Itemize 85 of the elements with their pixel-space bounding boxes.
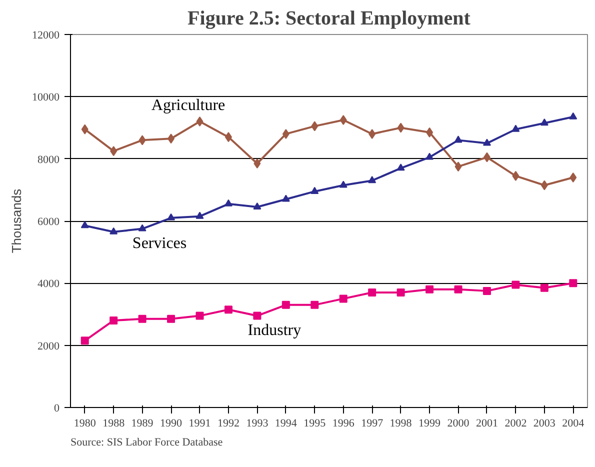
point	[540, 284, 548, 292]
x-tick-label: 2002	[504, 418, 527, 430]
point	[224, 132, 232, 142]
point	[196, 212, 204, 219]
series-label: Industry	[248, 322, 302, 340]
x-tick-label: 2001	[476, 418, 498, 430]
chart-title: Figure 2.5: Sectoral Employment	[188, 8, 471, 30]
y-tick-label: 12000	[32, 30, 60, 42]
point	[110, 227, 118, 234]
point	[454, 162, 462, 172]
point	[224, 306, 232, 314]
x-tick-label: 1991	[188, 418, 211, 430]
point	[167, 314, 176, 323]
point	[454, 136, 462, 143]
point	[167, 213, 176, 220]
point	[138, 224, 146, 232]
x-tick-label: 2003	[533, 418, 556, 430]
point	[339, 180, 348, 188]
x-tick-label: 1999	[418, 418, 442, 430]
point	[397, 122, 404, 133]
point	[254, 158, 261, 168]
point	[310, 186, 319, 194]
point	[282, 128, 290, 139]
x-tick-label: 1993	[246, 418, 269, 430]
point	[282, 300, 290, 309]
point	[570, 172, 577, 182]
y-axis-title: Thousands	[9, 188, 24, 254]
point	[138, 135, 146, 146]
point	[368, 128, 376, 139]
point	[224, 199, 232, 206]
x-tick-label: 1989	[131, 418, 154, 430]
point	[80, 336, 89, 345]
y-tick-label: 0	[54, 402, 60, 414]
point	[368, 176, 376, 184]
point	[80, 221, 89, 228]
y-tick-label: 6000	[38, 216, 60, 228]
x-tick-label: 1980	[74, 418, 96, 430]
series-label: Services	[132, 235, 187, 252]
point	[196, 312, 204, 320]
point	[512, 170, 520, 181]
point	[253, 312, 262, 320]
point	[540, 180, 548, 190]
point	[81, 124, 88, 134]
y-tick-label: 8000	[38, 154, 60, 166]
x-tick-label: 1988	[102, 418, 126, 430]
point	[454, 285, 462, 294]
point	[311, 121, 318, 132]
y-tick-label: 4000	[38, 278, 60, 290]
point	[482, 286, 491, 295]
x-tick-label: 1992	[217, 418, 240, 430]
x-tick-label: 1994	[274, 418, 298, 430]
point	[396, 288, 405, 296]
point	[339, 294, 348, 303]
point	[540, 118, 548, 126]
y-tick-label: 2000	[38, 340, 60, 352]
point	[340, 114, 347, 125]
x-tick-label: 2004	[562, 418, 585, 430]
y-tick-label: 10000	[32, 92, 60, 104]
point	[282, 194, 290, 202]
point	[196, 116, 204, 127]
point	[253, 202, 262, 210]
x-tick-label: 2000	[447, 418, 470, 430]
x-tick-label: 1997	[361, 418, 384, 430]
x-tick-label: 1998	[390, 418, 412, 430]
x-tick-label: 1996	[332, 418, 355, 430]
point	[512, 280, 520, 289]
point	[138, 314, 146, 323]
point	[168, 134, 175, 144]
point	[396, 164, 405, 171]
point	[569, 112, 578, 120]
point	[512, 124, 520, 132]
point	[368, 288, 376, 296]
x-tick-label: 1995	[304, 418, 326, 430]
x-tick-label: 1990	[160, 418, 183, 430]
point	[482, 138, 491, 146]
point	[110, 146, 118, 156]
point	[426, 152, 434, 160]
series-label: Agriculture	[151, 96, 226, 114]
point	[110, 316, 118, 324]
point	[310, 300, 319, 309]
point	[569, 279, 578, 288]
point	[483, 152, 490, 162]
point	[426, 127, 434, 138]
point	[426, 285, 434, 294]
source-note: Source: SIS Labor Force Database	[70, 436, 223, 448]
